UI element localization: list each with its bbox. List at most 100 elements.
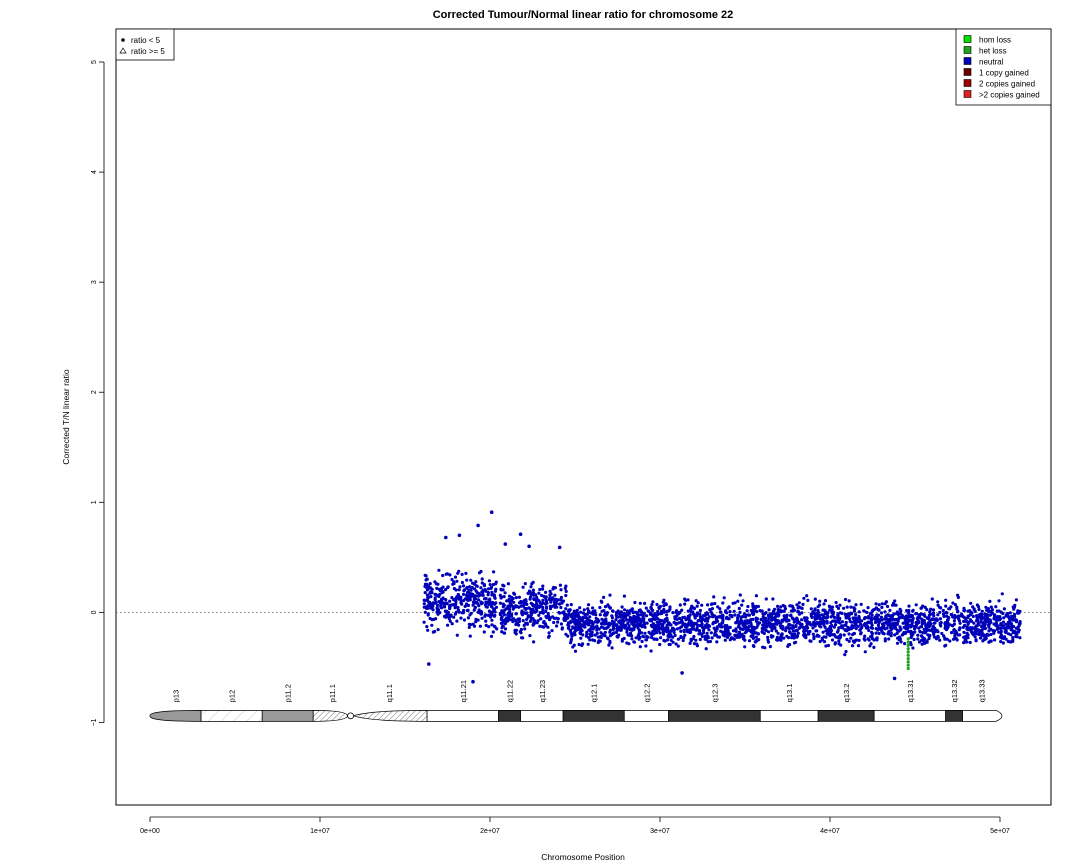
data-point	[665, 638, 670, 642]
data-point	[490, 610, 494, 614]
data-point	[885, 617, 889, 621]
data-point	[757, 638, 761, 642]
data-point	[541, 598, 545, 603]
data-point	[994, 618, 998, 622]
data-point	[450, 577, 454, 582]
data-point	[598, 605, 602, 610]
legend-item-ratio-lt-5: ratio < 5	[131, 36, 161, 45]
data-point	[538, 587, 542, 592]
data-point	[486, 587, 491, 591]
data-point	[849, 636, 853, 640]
data-point	[535, 595, 539, 600]
data-point	[500, 615, 504, 619]
data-point	[734, 629, 738, 634]
data-point	[776, 612, 780, 617]
data-point	[836, 636, 840, 640]
data-point	[793, 608, 797, 612]
data-point	[610, 632, 614, 637]
data-point	[814, 629, 818, 633]
data-point	[623, 626, 627, 630]
data-point	[654, 614, 658, 619]
data-point	[964, 620, 968, 624]
data-point	[710, 636, 714, 640]
data-point	[755, 604, 759, 608]
data-point	[514, 596, 519, 600]
data-point	[557, 610, 561, 615]
data-point	[454, 599, 458, 604]
data-point	[920, 625, 924, 629]
data-point	[1006, 620, 1011, 625]
data-point	[907, 613, 912, 617]
data-point	[602, 613, 607, 617]
data-point	[696, 601, 700, 605]
data-point	[634, 636, 638, 640]
data-point	[522, 599, 526, 603]
data-point	[676, 644, 680, 648]
data-point	[844, 649, 848, 654]
data-point	[559, 588, 563, 592]
data-point	[541, 584, 545, 588]
data-point	[745, 609, 749, 613]
data-point	[818, 603, 822, 607]
data-point	[999, 626, 1003, 631]
data-point	[751, 625, 756, 630]
data-point	[650, 635, 654, 640]
data-point	[787, 636, 791, 640]
data-point	[434, 582, 438, 586]
data-point	[520, 613, 525, 617]
data-point	[525, 617, 529, 622]
data-point	[681, 638, 685, 643]
data-point	[599, 631, 603, 635]
data-point	[582, 608, 586, 612]
data-point	[731, 601, 735, 605]
data-point	[437, 568, 441, 572]
data-point	[643, 631, 647, 635]
data-point	[610, 616, 615, 620]
data-point	[788, 643, 792, 647]
data-point	[434, 600, 438, 605]
data-point	[977, 628, 981, 632]
data-point	[744, 630, 749, 634]
data-point	[449, 613, 453, 617]
data-point	[706, 640, 710, 644]
data-point	[511, 600, 516, 604]
data-point	[818, 599, 822, 603]
data-point	[715, 640, 719, 644]
data-point	[595, 631, 599, 635]
data-point	[446, 623, 450, 627]
data-point	[712, 595, 716, 599]
data-point	[1001, 641, 1006, 645]
data-point	[548, 589, 552, 594]
data-point	[979, 620, 983, 624]
data-point	[909, 625, 913, 629]
data-point	[742, 636, 746, 640]
data-point	[645, 621, 649, 625]
data-point	[462, 618, 467, 622]
data-point	[923, 605, 927, 610]
data-point	[637, 636, 641, 640]
data-point	[664, 602, 668, 606]
data-point	[667, 622, 671, 626]
data-point	[567, 624, 571, 628]
data-point	[958, 621, 962, 625]
data-point	[781, 619, 785, 623]
data-point	[734, 621, 738, 625]
data-point	[965, 625, 969, 629]
data-point	[914, 611, 919, 616]
data-point	[640, 639, 644, 644]
data-point	[905, 625, 910, 629]
data-point	[655, 631, 659, 635]
data-point	[675, 627, 680, 631]
band-label: q13.2	[842, 684, 851, 703]
data-point	[518, 630, 522, 634]
ideogram-band	[426, 709, 499, 722]
data-point	[538, 617, 543, 621]
data-point	[569, 619, 573, 623]
data-point	[573, 649, 578, 653]
data-point	[832, 625, 836, 629]
data-point	[839, 643, 843, 647]
data-point	[822, 615, 827, 620]
data-point	[697, 628, 701, 633]
data-point	[660, 609, 665, 613]
data-point	[658, 642, 662, 647]
